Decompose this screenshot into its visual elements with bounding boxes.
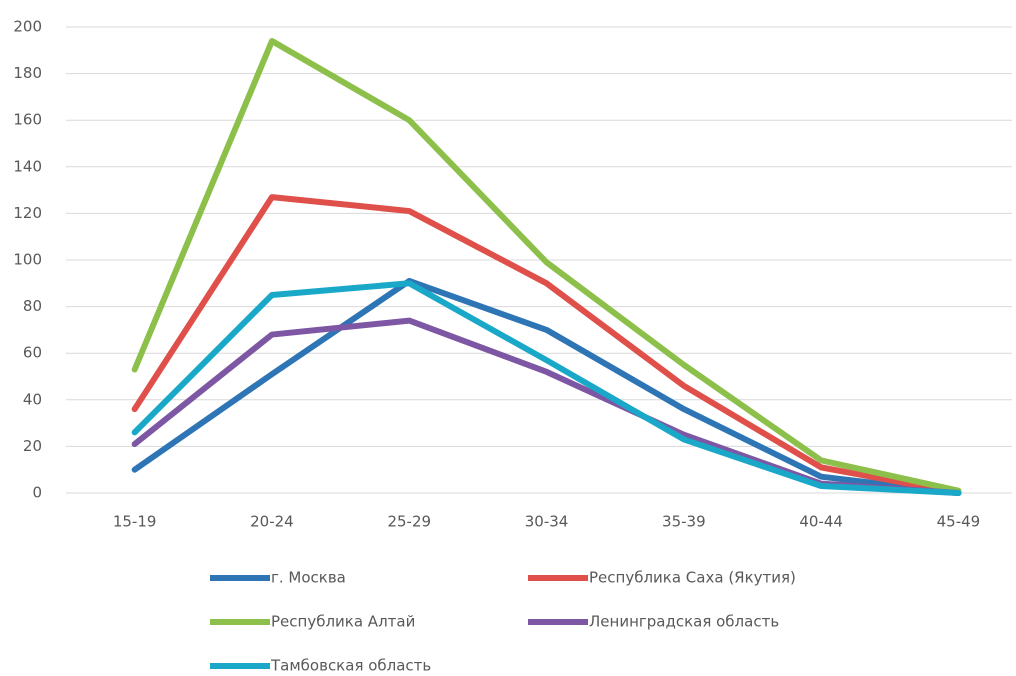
y-tick-label: 200 — [13, 18, 42, 36]
x-tick-label: 15-19 — [113, 513, 157, 531]
y-tick-label: 100 — [13, 251, 42, 269]
series-line — [131, 280, 962, 496]
x-tick-label: 35-39 — [662, 513, 706, 531]
series-line — [131, 277, 962, 496]
x-tick-label: 45-49 — [937, 513, 981, 531]
legend-label: Республика Саха (Якутия) — [589, 569, 796, 587]
series-line — [131, 194, 962, 496]
legend-label: Тамбовская область — [270, 657, 431, 675]
y-tick-label: 20 — [23, 437, 42, 455]
legend-label: г. Москва — [271, 569, 346, 587]
x-tick-label: 20-24 — [250, 513, 294, 531]
y-tick-label: 40 — [23, 390, 42, 408]
x-tick-label: 25-29 — [387, 513, 431, 531]
x-tick-label: 30-34 — [525, 513, 569, 531]
legend-label: Ленинградская область — [589, 613, 779, 631]
y-tick-label: 120 — [13, 204, 42, 222]
legend-label: Республика Алтай — [271, 613, 415, 631]
x-tick-label: 40-44 — [799, 513, 843, 531]
y-tick-label: 60 — [23, 344, 42, 362]
y-tick-label: 80 — [23, 297, 42, 315]
y-tick-label: 140 — [13, 157, 42, 175]
y-tick-label: 160 — [13, 111, 42, 129]
y-tick-label: 0 — [32, 484, 42, 502]
y-tick-label: 180 — [13, 64, 42, 82]
series-line — [131, 37, 962, 494]
